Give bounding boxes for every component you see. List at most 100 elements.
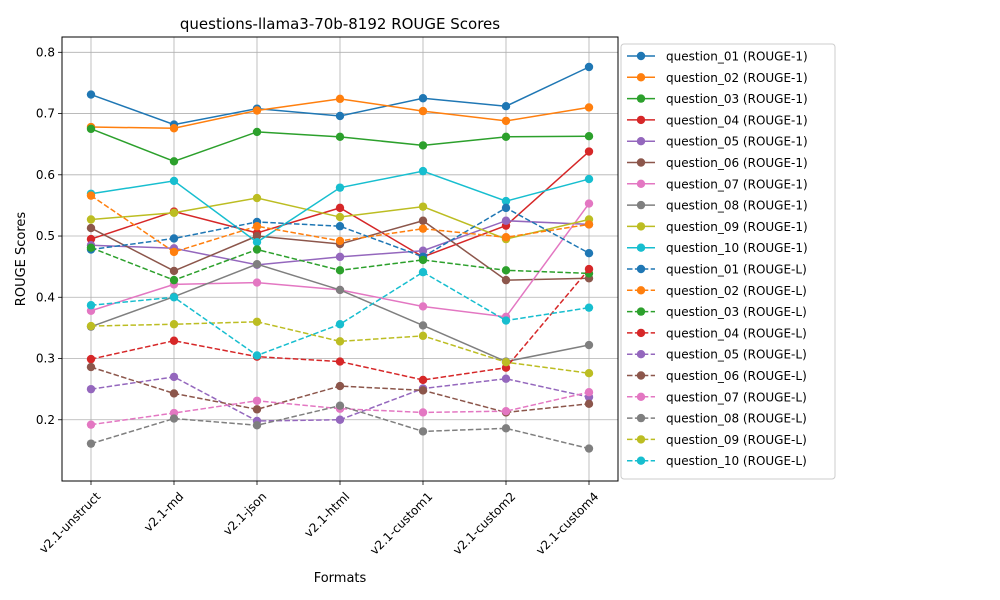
legend-label: question_09 (ROUGE-L) [666,433,807,447]
legend-marker [636,158,646,167]
data-point [252,278,262,287]
data-point [169,389,179,398]
data-point [86,90,96,99]
series-20 [86,267,594,360]
legend-item: question_03 (ROUGE-1) [627,92,808,106]
data-point [418,331,428,341]
data-point [501,203,511,213]
y-tick-label: 0.3 [36,352,55,366]
data-point [584,220,594,229]
data-point [501,406,511,416]
series-3 [86,124,594,166]
data-point [252,260,262,269]
legend-marker [636,392,646,401]
data-point [169,157,179,166]
series-18 [86,401,594,453]
legend-label: question_01 (ROUGE-1) [666,50,808,64]
y-tick-label: 0.5 [36,229,55,243]
data-point [86,223,96,233]
data-point [335,252,345,262]
data-point [418,202,428,211]
legend: question_01 (ROUGE-1) question_02 (ROUGE-… [620,43,836,480]
legend-marker [636,350,646,359]
legend-item: question_01 (ROUGE-1) [627,50,808,64]
y-tick-label: 0.7 [36,107,55,121]
data-point [335,236,345,246]
x-tick-label: v2.1-json [221,489,270,538]
data-point [86,234,96,244]
data-point [169,266,179,276]
legend-item: question_09 (ROUGE-1) [627,220,808,234]
legend-label: question_10 (ROUGE-1) [666,241,808,255]
data-point [584,369,594,378]
data-point [501,196,511,206]
x-tick-label: v2.1-html [302,489,353,540]
legend-item: question_07 (ROUGE-1) [627,177,808,191]
legend-label: question_05 (ROUGE-L) [666,348,807,362]
data-point [418,246,428,255]
legend-label: question_02 (ROUGE-L) [666,284,807,298]
legend-marker [636,435,646,444]
data-point [418,375,428,385]
legend-marker [636,264,646,274]
data-point [501,316,511,325]
series-13 [86,243,594,285]
data-point [501,216,511,225]
data-point [169,275,179,285]
data-point [584,199,594,208]
data-point [584,62,594,72]
data-point [335,415,345,424]
data-point [418,141,428,150]
data-point [418,427,428,436]
data-point [501,357,511,367]
x-tick-label: v2.1-custom2 [450,489,518,557]
x-axis: v2.1-unstruct v2.1-md v2.1-json v2.1-html v2… [36,481,601,558]
legend-label: question_04 (ROUGE-L) [666,326,807,340]
data-point [501,102,511,111]
y-tick-label: 0.6 [36,168,55,182]
data-point [418,166,428,176]
data-point [86,243,96,252]
data-point [252,245,262,254]
legend-label: question_06 (ROUGE-1) [666,156,808,170]
chart-title: questions-llama3-70b-8192 ROUGE Scores [180,15,500,33]
data-point [418,321,428,330]
data-point [418,94,428,103]
data-point [584,248,594,258]
data-point [335,111,345,121]
data-point [501,266,511,275]
data-point [169,208,179,217]
legend-marker [636,94,646,103]
data-point [418,302,428,311]
data-point [501,374,511,383]
data-point [335,222,345,231]
data-point [584,444,594,453]
data-point [584,103,594,112]
data-point [86,301,96,310]
data-point [335,401,345,410]
x-tick-label: v2.1-unstruct [36,489,103,556]
legend-marker [636,371,646,380]
data-point [501,275,511,285]
data-point [252,106,262,115]
data-point [418,106,428,116]
data-point [252,421,262,430]
data-point [86,439,96,448]
legend-marker [636,328,646,338]
legend-label: question_03 (ROUGE-1) [666,92,808,106]
data-point [335,203,345,213]
legend-marker [636,51,646,61]
legend-label: question_05 (ROUGE-1) [666,135,808,149]
legend-item: question_06 (ROUGE-L) [627,369,807,383]
data-point [169,336,179,345]
data-point [86,420,96,429]
legend-item: question_03 (ROUGE-L) [627,305,807,319]
legend-label: question_08 (ROUGE-L) [666,412,807,426]
data-point [86,215,96,224]
legend-label: question_04 (ROUGE-1) [666,113,808,127]
data-point [169,247,179,257]
legend-label: question_10 (ROUGE-L) [666,454,807,468]
legend-marker [636,286,646,295]
data-point [86,191,96,200]
legend-label: question_07 (ROUGE-L) [666,390,807,404]
